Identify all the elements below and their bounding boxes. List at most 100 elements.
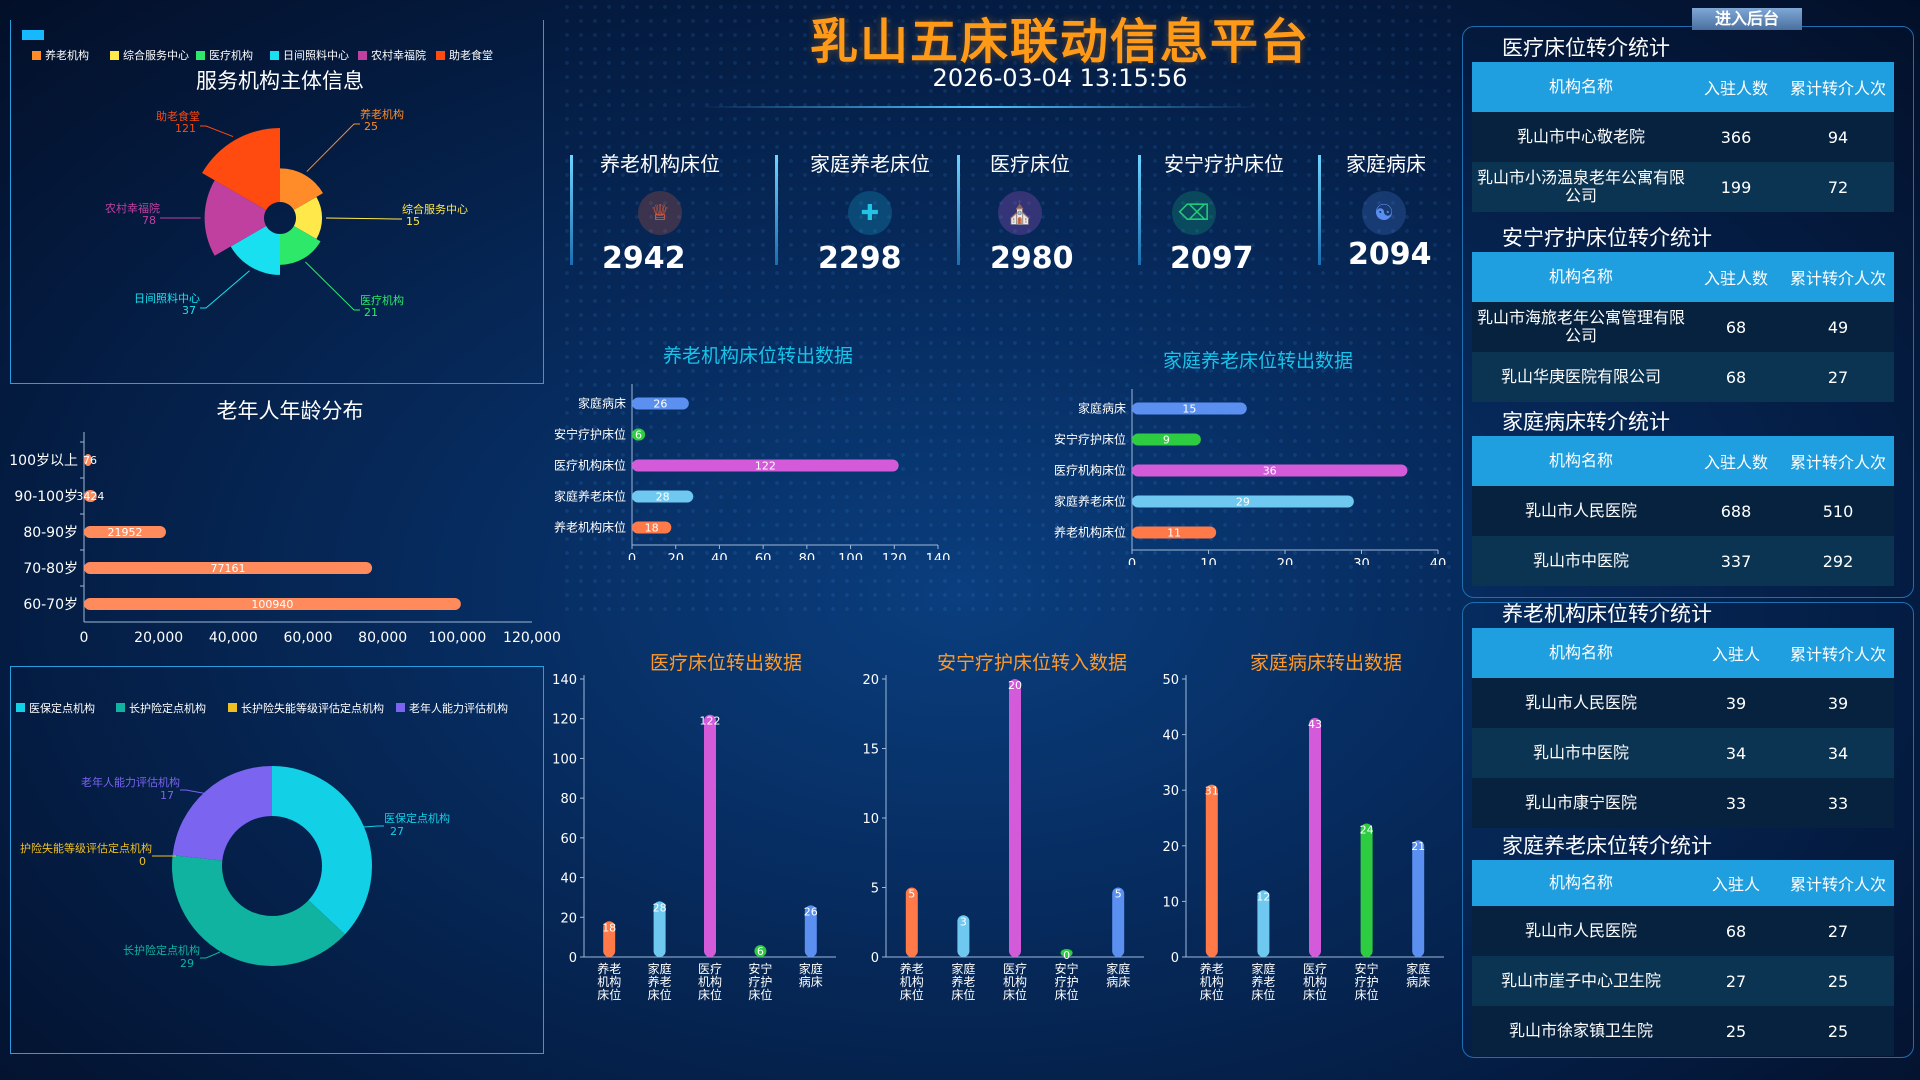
chart-title: 养老机构床位转出数据	[663, 345, 853, 367]
data-label: 43	[1308, 718, 1322, 731]
bar	[84, 562, 373, 574]
leader-line	[319, 825, 384, 831]
tick-label: 疗护	[748, 975, 772, 989]
slice-value: 21	[364, 306, 378, 319]
cell-name: 乳山华庚医院有限公司	[1500, 367, 1661, 386]
chart-title: 家庭病床转出数据	[1250, 652, 1402, 674]
table-title: 家庭病床转介统计	[1502, 410, 1670, 434]
page-title: 乳山五床联动信息平台	[809, 14, 1310, 70]
table-elder-home-referral: 养老机构床位转介统计 机构名称 入驻人 累计转介人次 乳山市人民医院 39 39…	[1472, 598, 1894, 828]
data-label: 5	[1115, 888, 1122, 901]
table-row[interactable]: 乳山市康宁医院 33 33	[1472, 778, 1894, 828]
cell-total: 33	[1827, 793, 1849, 813]
col-header: 入驻人数	[1703, 79, 1768, 98]
kpi-value: 2094	[1348, 237, 1432, 272]
table-row[interactable]: 乳山市人民医院 688 510	[1472, 486, 1894, 536]
tick-label: 养老机构床位	[554, 520, 626, 535]
tick-label: 床位	[597, 987, 621, 1002]
legend-label: 农村幸福院	[371, 48, 426, 62]
data-label: 15	[1182, 403, 1196, 416]
slice-label: 农村幸福院	[105, 201, 160, 215]
bar	[905, 887, 918, 957]
table-row[interactable]: 乳山市徐家镇卫生院 25 25	[1472, 1006, 1894, 1056]
table-row[interactable]: 乳山市人民医院 39 39	[1472, 678, 1894, 728]
tick-label: 100岁以上	[9, 453, 78, 469]
tick-label: 养老	[648, 974, 672, 989]
tick-label: 0	[1171, 951, 1179, 966]
tick-label: 安宁疗护床位	[554, 427, 626, 442]
tick-label: 家庭养老床位	[554, 489, 626, 504]
cell-count: 68	[1725, 317, 1747, 337]
cell-name: 乳山市崖子中心卫生院	[1500, 971, 1661, 990]
tick-label: 安宁	[1355, 961, 1379, 976]
bar	[84, 598, 461, 610]
col-header: 机构名称	[1548, 873, 1613, 892]
bar	[957, 915, 970, 957]
table-row[interactable]: 乳山市小汤温泉老年公寓有限公司 199 72	[1472, 162, 1894, 212]
tick-label: 20	[1162, 840, 1179, 855]
hospice-in-chart: 安宁疗护床位转入数据051015205养老机构床位3家庭养老床位20医疗机构床位…	[862, 652, 1144, 1002]
tick-label: 10	[862, 812, 879, 827]
bar	[1360, 823, 1373, 957]
kpi-value: 2097	[1170, 241, 1254, 276]
tick-label: 家庭	[951, 961, 975, 976]
kpi-elder-home: 养老机构床位 ♕ 2942	[580, 148, 740, 276]
table-row[interactable]: 乳山华庚医院有限公司 68 27	[1472, 352, 1894, 402]
leader-line	[180, 789, 209, 795]
bar	[1132, 526, 1217, 539]
slice-value: 25	[364, 120, 378, 133]
table-row[interactable]: 乳山市中心敬老院 366 94	[1472, 112, 1894, 162]
col-header: 累计转介人次	[1789, 875, 1886, 894]
enter-admin-button[interactable]: 进入后台	[1692, 8, 1802, 30]
table-title: 安宁疗护床位转介统计	[1502, 226, 1712, 250]
legend-label: 长护险失能等级评估定点机构	[241, 701, 384, 715]
bar	[1132, 464, 1408, 477]
tick-label: 床位	[1303, 987, 1327, 1002]
cell-total: 25	[1827, 971, 1849, 991]
title-underline	[700, 106, 1260, 108]
assess-chart: 医保定点机构 长护险定点机构 长护险失能等级评估定点机构 老年人能力评估机构医保定点机…	[16, 701, 508, 970]
tick-label: 家庭病床	[578, 396, 626, 411]
tick-label: 80,000	[358, 630, 407, 646]
bar	[1112, 887, 1125, 957]
table-row[interactable]: 乳山市人民医院 68 27	[1472, 906, 1894, 956]
tick-label: 100	[552, 752, 577, 767]
data-label: 26	[653, 398, 667, 411]
tick-label: 60,000	[284, 630, 333, 646]
table-row[interactable]: 乳山市中医院 34 34	[1472, 728, 1894, 778]
data-label: 12	[1256, 890, 1270, 903]
bar	[1132, 495, 1354, 508]
leader-line	[200, 951, 221, 959]
table-row[interactable]: 乳山市海旅老年公寓管理有限公司 68 49	[1472, 302, 1894, 352]
tick-label: 0	[569, 951, 577, 966]
tick-label: 家庭病床	[1078, 401, 1126, 416]
data-label: 11	[1167, 527, 1181, 540]
data-label: 6	[635, 429, 642, 442]
service-chart: 养老机构 综合服务中心 医疗机构 日间照料中心 农村幸福院 助老食堂服务机构主体信息养老机…	[32, 48, 493, 319]
corner-marker	[22, 30, 44, 40]
col-header: 机构名称	[1548, 267, 1613, 286]
cell-count: 199	[1720, 177, 1752, 197]
data-label: 122	[755, 460, 776, 473]
data-label: 122	[700, 715, 721, 728]
slice-value: 29	[180, 957, 194, 970]
col-header: 机构名称	[1548, 77, 1613, 96]
cell-count: 39	[1725, 693, 1747, 713]
pie-slice	[230, 226, 280, 275]
data-label: 28	[656, 491, 670, 504]
data-label: 36	[1263, 465, 1277, 478]
table-row[interactable]: 乳山市崖子中心卫生院 27 25	[1472, 956, 1894, 1006]
table-row[interactable]: 乳山市中医院 337 292	[1472, 536, 1894, 586]
kpi-separator	[1138, 155, 1141, 265]
col-header: 累计转介人次	[1789, 453, 1886, 472]
tick-label: 养老	[1251, 974, 1275, 989]
cell-total: 72	[1827, 177, 1849, 197]
tick-label: 机构	[698, 974, 722, 989]
kpi-separator	[775, 155, 778, 265]
data-label: 31	[1205, 785, 1219, 798]
tick-label: 120	[882, 552, 907, 560]
table-header: 机构名称 入驻人数 累计转介人次	[1472, 252, 1894, 302]
slice-value: 37	[182, 304, 196, 317]
table-header: 机构名称 入驻人数 累计转介人次	[1472, 436, 1894, 486]
kpi-value: 2298	[818, 241, 902, 276]
